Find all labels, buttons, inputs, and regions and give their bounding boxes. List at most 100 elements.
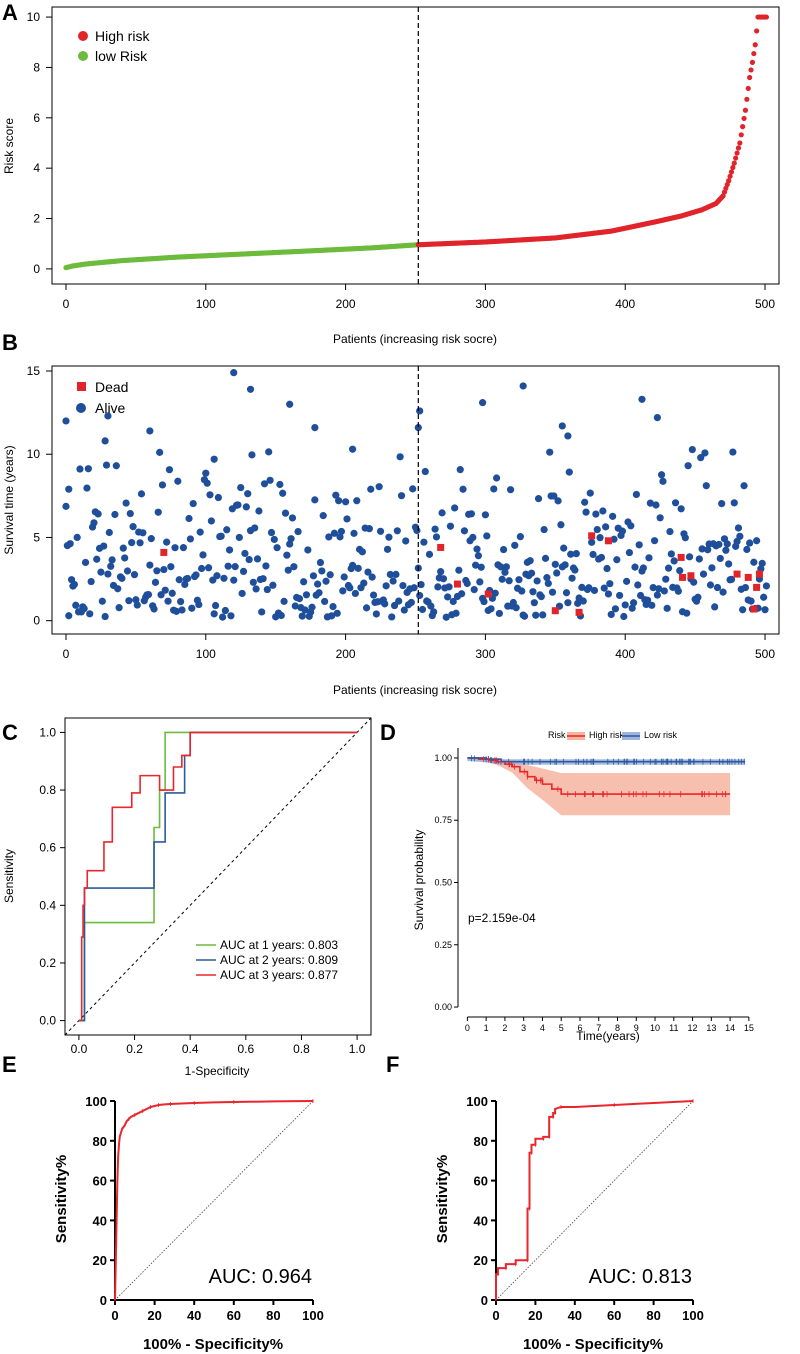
dead-point [604,537,612,545]
f-xtick-label: 20 [528,1308,542,1323]
alive-point [602,523,610,531]
f-xtick-label: 80 [646,1308,660,1323]
alive-point [104,570,112,578]
a-ytick-label: 4 [33,161,40,175]
risk-point [741,115,747,122]
alive-point [253,555,262,563]
alive-point [592,510,600,518]
plot-frame-a [51,6,780,285]
alive-point [279,489,287,497]
alive-point [653,591,661,599]
legend-low-risk-d: Low risk [644,730,678,740]
c-ytick-label: 0.0 [39,1014,56,1028]
alive-point [122,499,130,507]
alive-point [568,574,576,582]
alive-point [663,604,671,612]
risk-point [742,107,749,113]
alive-point [214,493,222,502]
alive-point [511,541,519,549]
alive-point [308,603,316,611]
alive-point [266,476,274,484]
alive-point [425,550,434,558]
d-ytick-label: 0.75 [434,815,452,825]
auc-label-e: AUC: 0.964 [209,1266,312,1288]
alive-point [530,599,538,607]
dead-point [755,570,763,578]
kaplan-meier-panel: Risk High risk Low risk 0.00 0.25 0.50 0.75… [412,730,754,1043]
alive-point [386,570,394,579]
alive-point [586,489,594,497]
alive-point [634,581,642,589]
alive-point [474,552,483,560]
alive-point [695,555,703,563]
b-ytick-label: 10 [27,447,41,461]
risk-point [737,140,743,146]
alive-point [716,554,724,563]
a-xtick-label: 200 [336,297,356,311]
dead-point [453,580,461,588]
alive-point [455,566,463,574]
alive-point [481,511,490,519]
d-xtick-label: 8 [615,1023,620,1033]
alive-point [112,462,120,470]
alive-point [179,544,188,552]
alive-point [554,497,562,505]
d-xtick-label: 1 [484,1023,489,1033]
alive-point [491,589,499,597]
y-axis-label-e: Sensitivity% [53,1155,70,1243]
alive-point [585,584,593,592]
alive-point [578,583,586,592]
risk-point [738,132,744,138]
alive-point [683,609,691,617]
alive-point [438,509,446,517]
alive-point [158,481,167,489]
alive-point [270,535,278,544]
alive-point [220,574,228,582]
alive-point [125,597,133,605]
risk-point [749,59,756,65]
alive-point [154,508,162,516]
alive-point [263,585,271,594]
alive-point [315,589,323,597]
alive-point [519,382,527,390]
alive-point [667,550,675,558]
dead-point [551,607,559,615]
alive-point [417,580,425,589]
e-xtick-label: 40 [187,1308,201,1323]
b-ytick-label: 0 [33,614,40,628]
alive-point [516,533,524,541]
alive-point [249,578,257,586]
c-ytick-label: 0.4 [39,898,56,912]
km-curve-high-risk [467,757,731,795]
alive-point [251,524,259,532]
alive-point [383,545,392,553]
alive-point [579,597,587,605]
alive-point [80,604,88,613]
alive-point [322,577,330,585]
alive-point [762,582,771,590]
c-ytick-label: 0.8 [39,783,56,797]
alive-point [340,573,348,581]
alive-point [537,593,545,601]
f-xtick-label: 60 [607,1308,621,1323]
alive-point [706,581,715,589]
alive-point [316,558,325,567]
alive-point [368,573,376,581]
alive-point [168,589,176,597]
d-ytick-label: 0.00 [434,1002,452,1012]
a-xtick-label: 400 [615,297,635,311]
e-xtick-label: 100 [302,1308,324,1323]
alive-point [242,503,250,511]
alive-point [375,483,383,491]
alive-point [597,553,606,562]
alive-point [399,581,407,590]
alive-point [311,496,319,504]
d-ytick-label: 1.00 [434,753,452,763]
alive-point [335,497,343,505]
alive-point [326,571,334,579]
e-ytick-label: 40 [93,1213,107,1228]
alive-point [718,499,726,508]
alive-point [677,505,685,513]
plot-frame-b [51,365,780,635]
alive-point [434,583,442,591]
